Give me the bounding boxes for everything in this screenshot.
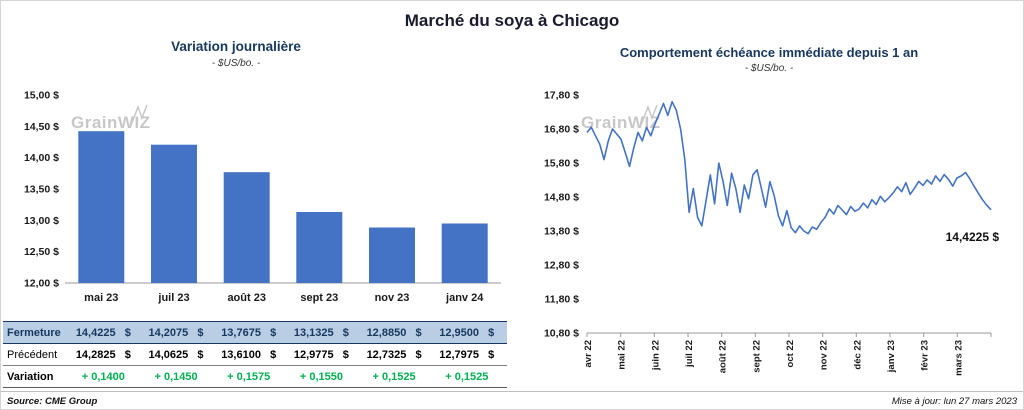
bar-chart-title: Variation journalière [171, 39, 301, 54]
x-axis-label: oct 22 [785, 340, 796, 367]
x-axis-label: nov 22 [819, 340, 830, 370]
y-axis-label: 13,80 $ [544, 226, 579, 238]
x-axis-label: févr 23 [920, 340, 931, 371]
y-axis-label: 10,80 $ [544, 328, 579, 340]
table-cell: 12,9775 $ [293, 348, 349, 361]
row-label: Variation [7, 370, 54, 383]
x-axis-label: août 23 [227, 292, 266, 304]
table-cell: + 0,1525 [445, 370, 489, 383]
y-axis-label: 12,80 $ [544, 260, 579, 272]
table-cell: 14,2825 $ [75, 348, 131, 361]
watermark-zigzag-icon [130, 104, 148, 126]
watermark: GrainWIZ [581, 104, 661, 133]
y-axis-label: 15,80 $ [544, 158, 579, 170]
table-cell: 14,0625 $ [148, 348, 204, 361]
bar [369, 227, 415, 283]
bar-chart-subtitle: - $US/bo. - [211, 58, 261, 69]
y-axis-label: 14,80 $ [544, 192, 579, 204]
table-cell: 12,7325 $ [366, 348, 422, 361]
x-axis-label: juil 23 [157, 292, 189, 304]
table-cell: + 0,1450 [154, 370, 198, 383]
y-axis-label: 13,00 $ [24, 215, 59, 227]
watermark-text: GrainWIZ [71, 113, 151, 132]
y-axis-label: 12,00 $ [24, 278, 59, 290]
x-axis-label: avr 22 [583, 340, 594, 367]
y-axis-label: 11,80 $ [545, 294, 580, 306]
bar [151, 144, 197, 283]
table-cell: 12,9500 $ [439, 326, 495, 339]
price-line [586, 100, 992, 235]
table-cell: 14,4225 $ [75, 326, 131, 339]
table-cell: 13,6100 $ [221, 348, 277, 361]
table-row: Variation + 0,1400 + 0,1450 + 0,1575 + 0,155… [3, 366, 507, 388]
table-cell: 13,1325 $ [293, 326, 349, 339]
price-table: Fermeture 14,4225 $ 14,2075 $ 13,7675 $ 13,1… [3, 321, 507, 388]
last-price-label: 14,4225 $ [946, 230, 1000, 244]
table-cell: 12,7975 $ [439, 348, 495, 361]
table-cell: + 0,1575 [227, 370, 271, 383]
x-axis-label: août 22 [718, 340, 729, 373]
x-axis-label: janv 23 [886, 340, 897, 373]
table-cell: 12,8850 $ [366, 326, 422, 339]
y-axis-label: 14,00 $ [24, 152, 59, 164]
table-cell: + 0,1525 [372, 370, 416, 383]
table-cell: 13,7675 $ [221, 326, 277, 339]
table-cell: 14,2075 $ [148, 326, 204, 339]
y-axis-label: 16,80 $ [544, 124, 579, 136]
x-axis-label: juil 22 [684, 340, 695, 368]
watermark-text: GrainWIZ [581, 113, 661, 132]
x-axis-label: juin 22 [650, 340, 661, 371]
watermark-zigzag-icon [640, 104, 658, 126]
table-cell: + 0,1400 [81, 370, 125, 383]
table-cell: + 0,1550 [299, 370, 343, 383]
watermark: GrainWIZ [71, 104, 151, 133]
y-axis-label: 13,50 $ [24, 184, 59, 196]
x-axis-label: déc 22 [852, 340, 863, 370]
x-axis-label: sept 22 [751, 340, 762, 373]
bar [296, 212, 343, 283]
bar [441, 223, 488, 283]
x-axis-label: sept 23 [300, 292, 338, 304]
row-label: Fermeture [7, 326, 61, 339]
x-axis-label: mai 23 [84, 292, 118, 304]
y-axis-label: 12,50 $ [24, 246, 59, 258]
footer: Source: CME Group Mise à jour: lun 27 ma… [1, 391, 1023, 409]
source-label: Source: CME Group [7, 396, 98, 407]
y-axis-label: 15,00 $ [24, 90, 59, 102]
line-chart-subtitle: - $US/bo. - [744, 63, 794, 74]
bar-chart-svg: 15,00 $ 14,50 $ 14,00 $ 13,50 $ 13,00 $ 12,50… [24, 90, 501, 304]
x-axis-label: nov 23 [375, 292, 410, 304]
bar [78, 131, 125, 283]
line-chart-svg: 17,80 $ 16,80 $ 15,80 $ 14,80 $ 13,80 $ 12,80… [544, 90, 1000, 376]
row-label: Précédent [7, 348, 58, 361]
x-axis-label: janv 24 [445, 292, 484, 304]
x-axis-label: mai 22 [617, 340, 628, 370]
updated-label: Mise à jour: lun 27 mars 2023 [891, 396, 1017, 407]
table-row: Précédent 14,2825 $ 14,0625 $ 13,6100 $ 12,9… [3, 344, 507, 366]
bar [223, 172, 270, 283]
x-axis-label: mars 23 [953, 340, 964, 376]
y-axis-label: 17,80 $ [544, 90, 579, 102]
line-chart-title: Comportement échéance immédiate depuis 1… [619, 45, 919, 60]
page-title: Marché du soya à Chicago [404, 11, 620, 30]
y-axis-label: 14,50 $ [24, 121, 59, 133]
table-row: Fermeture 14,4225 $ 14,2075 $ 13,7675 $ 13,1… [3, 321, 507, 344]
